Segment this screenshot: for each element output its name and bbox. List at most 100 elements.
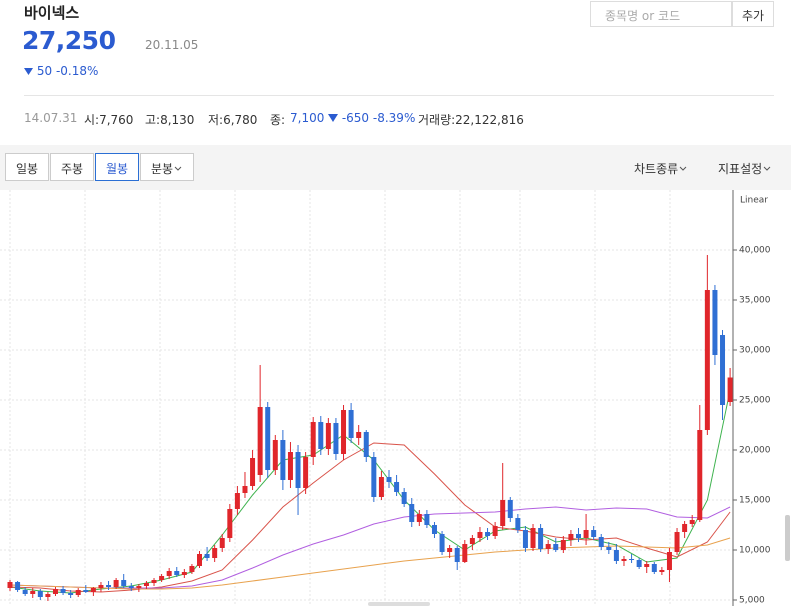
y-tick-label: 40,000 <box>739 246 771 256</box>
candle-body <box>689 520 695 524</box>
candle-body <box>52 589 58 594</box>
candle-body <box>492 526 498 536</box>
h-scroll-thumb <box>368 602 430 606</box>
candle-body <box>90 588 96 592</box>
tab[interactable]: 분봉 <box>140 153 194 181</box>
tab[interactable]: 월봉 <box>95 153 139 181</box>
candle-body <box>204 554 210 558</box>
candle-body <box>378 477 384 497</box>
candle-body <box>674 532 680 552</box>
scale-label: Linear <box>740 196 768 206</box>
candle-body <box>515 518 521 530</box>
add-button[interactable]: 추가 <box>732 1 774 27</box>
candle-body <box>136 586 142 588</box>
candle-body <box>257 407 263 475</box>
candle-body <box>697 430 703 520</box>
chart-type-menu[interactable]: 차트종류 <box>634 160 688 177</box>
candle-body <box>143 583 149 586</box>
candle-body <box>507 500 513 518</box>
chevron <box>763 166 771 171</box>
candle-body <box>189 566 195 572</box>
y-tick-label: 5,000 <box>739 596 765 606</box>
candle-body <box>30 591 36 594</box>
candle-body <box>613 550 619 561</box>
candle-body <box>485 532 491 536</box>
candle-body <box>447 548 453 552</box>
candle-body <box>348 410 354 438</box>
candle-body <box>591 530 597 537</box>
candle-body <box>234 493 240 509</box>
v-scroll-thumb <box>785 515 790 561</box>
candle-body <box>644 564 650 567</box>
candle-body <box>454 548 460 562</box>
hover-date: 14.07.31 <box>24 111 78 125</box>
candle-body <box>68 593 74 595</box>
date: 20.11.05 <box>145 38 199 52</box>
candle-body <box>424 514 430 525</box>
candle-body <box>469 538 475 544</box>
candle-body <box>704 290 710 430</box>
change: 50 -0.18% <box>24 64 98 78</box>
down-arrow <box>328 114 338 122</box>
chart: Linear 5,000 10,000 15,000 20,000 25,000 30,0… <box>0 190 790 606</box>
candle-body <box>106 585 112 587</box>
candle-body <box>553 544 559 550</box>
candle-body <box>538 528 544 549</box>
candle-body <box>265 407 271 470</box>
y-tick-label: 20,000 <box>739 446 771 456</box>
y-tick-label: 35,000 <box>739 296 771 306</box>
candle-body <box>545 544 551 549</box>
candle-body <box>287 452 293 480</box>
candle-body <box>242 486 248 493</box>
candle-body <box>341 410 347 454</box>
tab[interactable]: 일봉 <box>5 153 49 181</box>
moving-average <box>9 506 731 589</box>
indicator-menu[interactable]: 지표설정 <box>718 160 772 177</box>
search-input[interactable]: 종목명 or 코드 <box>590 1 732 27</box>
candle-body <box>113 580 119 587</box>
candle-body <box>128 586 134 588</box>
candle-body <box>530 528 536 548</box>
candle-body <box>75 590 81 595</box>
candle-body <box>431 525 437 534</box>
candle-body <box>83 590 89 592</box>
tab-label: 분봉 <box>150 162 174 176</box>
menu-label: 차트종류 <box>634 162 679 176</box>
candle-body <box>15 582 21 590</box>
candle-body <box>197 554 202 566</box>
candle-body <box>666 552 672 570</box>
tab-label: 월봉 <box>105 162 129 176</box>
candle-body <box>318 422 324 449</box>
candle-body <box>333 423 339 454</box>
chevron <box>679 166 687 171</box>
candle-body <box>174 571 180 575</box>
candle-body <box>416 514 422 522</box>
tab[interactable]: 주봉 <box>50 153 94 181</box>
candle-body <box>227 509 233 538</box>
candle-body <box>98 585 104 588</box>
candle-body <box>280 440 286 480</box>
candle-body <box>462 544 468 562</box>
candle-body <box>356 432 362 438</box>
candle-body <box>712 290 718 355</box>
candle-body <box>522 530 528 548</box>
candle-body <box>22 590 28 594</box>
hover-change: -650 -8.39% <box>328 111 415 125</box>
candle-body <box>477 532 483 538</box>
candle-body <box>371 457 377 497</box>
y-tick-label: 15,000 <box>739 496 771 506</box>
change-value: 50 <box>36 64 53 78</box>
candle-body <box>7 582 13 588</box>
candle-body <box>568 534 574 540</box>
candle-body <box>651 564 657 572</box>
candle-body <box>121 580 127 586</box>
candle-body <box>310 422 316 457</box>
candle-body <box>272 440 278 470</box>
hover-volume: 거래량:22,122,816 <box>418 113 524 127</box>
stock-name: 바이넥스 <box>24 4 80 22</box>
candle-body <box>659 570 665 572</box>
chevron <box>174 166 182 171</box>
price: 27,250 <box>22 26 116 55</box>
hover-low: 저:6,780 <box>208 113 258 127</box>
candle-body <box>325 423 331 449</box>
